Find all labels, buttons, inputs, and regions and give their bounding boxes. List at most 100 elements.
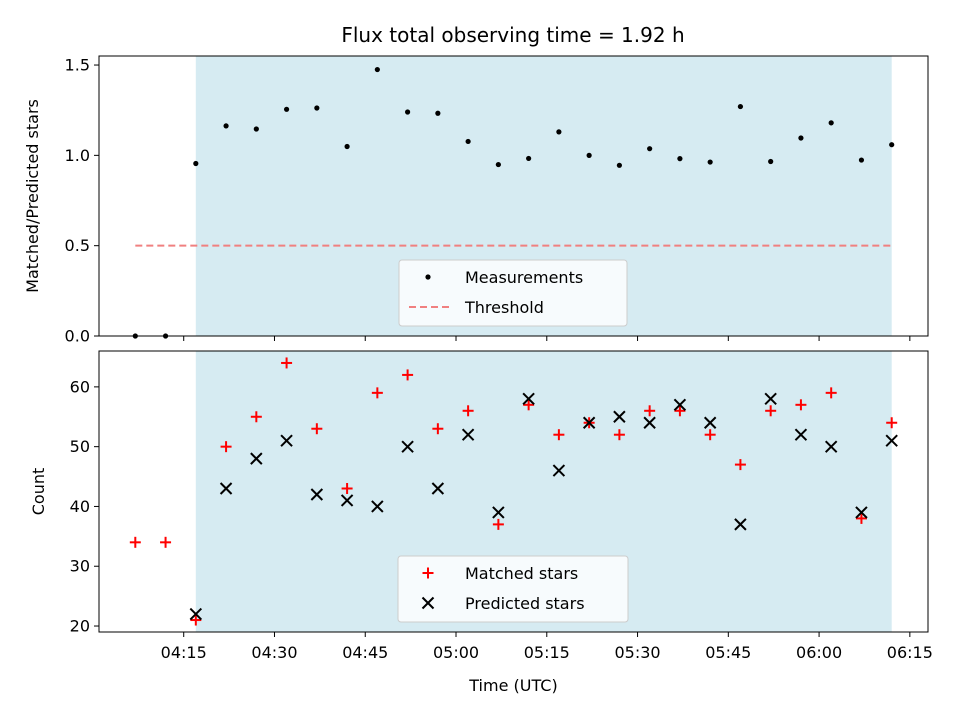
measurement-point	[435, 110, 441, 116]
matched-star-point	[553, 429, 565, 441]
measurement-point	[495, 161, 501, 168]
top-y-tick-label: 1.0	[65, 146, 90, 165]
matched-star-point	[765, 405, 777, 417]
matched-star-point	[492, 518, 504, 530]
predicted-star-point	[461, 428, 475, 441]
x-axis-label: Time (UTC)	[468, 676, 557, 695]
measurement-points	[132, 66, 895, 339]
measurement-point	[737, 103, 744, 110]
bottom-panel: 20 30 40 50 60 04:15 04:30 04:45 05:00 05:15 05:3…	[29, 350, 933, 695]
measurement-point	[586, 152, 592, 158]
bottom-y-tick-label: 20	[70, 617, 90, 636]
matched-star-point	[432, 423, 444, 435]
measurement-point	[556, 129, 562, 135]
predicted-star-point	[340, 494, 354, 507]
x-tick-label: 06:00	[796, 643, 842, 662]
matched-star-point	[402, 369, 414, 381]
predicted-star-point	[764, 392, 777, 406]
matched-star-point	[855, 512, 867, 524]
x-tick-label: 06:15	[887, 643, 933, 662]
legend-marker-predicted-stars	[421, 596, 435, 610]
top-y-axis-label: Matched/Predicted stars	[23, 99, 42, 293]
measurement-point	[889, 142, 895, 148]
x-tick-label: 04:30	[251, 643, 297, 662]
predicted-star-point	[492, 506, 505, 519]
predicted-star-point	[673, 398, 687, 412]
predicted-star-point	[280, 434, 293, 447]
measurement-point	[647, 146, 653, 152]
measurement-point	[405, 109, 411, 115]
predicted-star-point	[703, 416, 717, 429]
predicted-star-point	[734, 518, 747, 531]
predicted-star-point	[522, 392, 535, 406]
legend-label-predicted-stars: Predicted stars	[465, 594, 585, 613]
predicted-star-point	[250, 452, 263, 465]
predicted-star-point	[219, 482, 233, 495]
measurement-point	[616, 162, 622, 168]
top-y-ticks: 0.0 0.5 1.0 1.5	[65, 56, 99, 346]
predicted-star-points	[189, 392, 898, 621]
bottom-legend-box	[397, 555, 629, 623]
measurement-point	[828, 120, 834, 126]
matched-star-point	[311, 423, 323, 435]
predicted-star-point	[371, 500, 384, 513]
measurement-point	[193, 160, 199, 167]
matched-star-point	[734, 459, 746, 471]
x-tick-label: 04:15	[161, 643, 207, 662]
top-legend-box	[398, 259, 628, 327]
matched-star-point	[523, 399, 535, 411]
predicted-star-point	[855, 506, 868, 519]
measurement-point	[768, 158, 774, 165]
legend-plus	[422, 567, 434, 579]
measurement-point	[858, 157, 865, 163]
matched-star-points	[129, 357, 898, 626]
x-tick-label: 05:45	[705, 643, 751, 662]
measurement-point	[283, 106, 290, 112]
matched-star-point	[613, 429, 625, 441]
bottom-axes-frame	[98, 350, 929, 633]
matched-star-point	[704, 429, 716, 441]
predicted-star-point	[401, 440, 414, 453]
x-tick-label: 05:00	[433, 643, 479, 662]
matched-star-point	[795, 399, 807, 411]
predicted-star-point	[885, 434, 898, 447]
predicted-star-point	[794, 428, 808, 441]
measurement-point	[798, 135, 804, 141]
predicted-star-point	[582, 416, 596, 429]
top-legend: Measurements Threshold	[398, 259, 628, 327]
predicted-star-point	[552, 464, 566, 477]
matched-star-point	[220, 441, 232, 453]
measurement-point	[374, 66, 380, 73]
measurement-point	[344, 143, 350, 150]
measurement-point	[223, 123, 229, 129]
top-axes-frame	[98, 55, 929, 337]
predicted-star-point	[643, 416, 656, 429]
predicted-star-point	[431, 482, 445, 495]
x-tick-label: 05:30	[614, 643, 660, 662]
matched-star-point	[825, 387, 837, 399]
bottom-legend: Matched stars Predicted stars	[397, 555, 629, 623]
legend-label-threshold: Threshold	[464, 298, 544, 317]
matched-star-point	[886, 417, 898, 429]
predicted-star-point	[824, 440, 838, 453]
measurement-point	[253, 126, 259, 132]
x-tick-label: 04:45	[342, 643, 388, 662]
top-y-tick-label: 0.0	[65, 327, 90, 346]
measurement-point	[526, 155, 532, 162]
measurement-point	[465, 138, 471, 145]
legend-x	[421, 596, 435, 610]
matched-star-point	[462, 405, 474, 417]
legend-marker-matched-stars	[422, 567, 434, 579]
matched-star-point	[129, 536, 141, 548]
matched-star-point	[190, 614, 202, 626]
matched-star-point	[371, 387, 383, 399]
bottom-y-tick-label: 50	[70, 437, 90, 456]
legend-label-measurements: Measurements	[465, 268, 583, 287]
matched-star-point	[160, 536, 172, 548]
bottom-y-tick-label: 60	[70, 377, 90, 396]
top-y-tick-label: 1.5	[65, 56, 90, 75]
measurement-point	[677, 156, 683, 162]
predicted-star-point	[613, 410, 626, 423]
legend-label-matched-stars: Matched stars	[465, 564, 578, 583]
top-x-ticks	[183, 336, 911, 341]
